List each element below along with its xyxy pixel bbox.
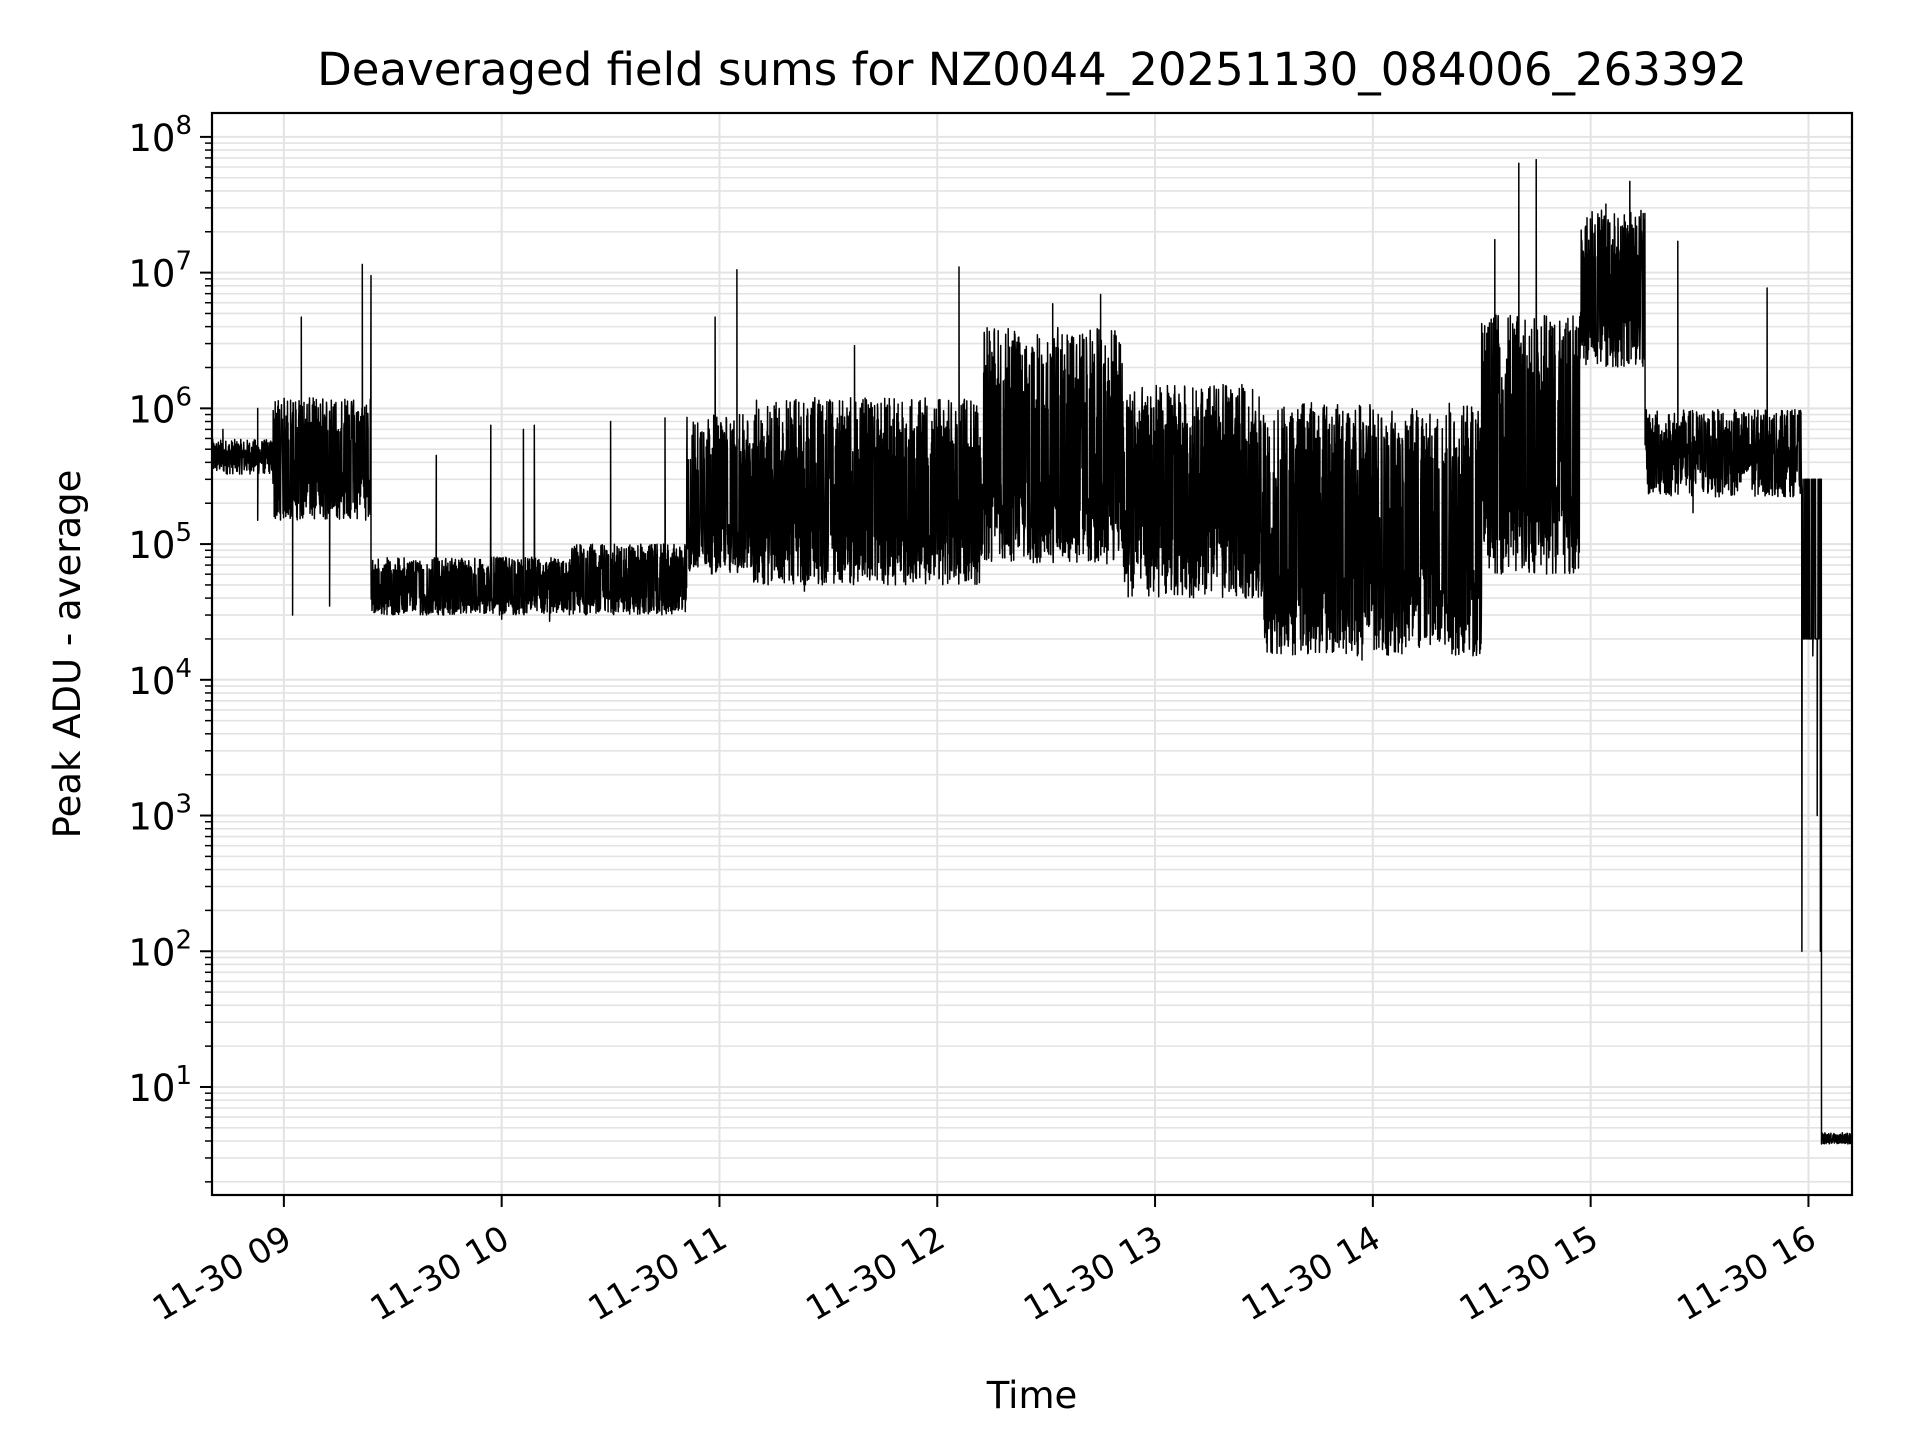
y-tick-label: 106 xyxy=(128,382,192,431)
y-tick-label: 108 xyxy=(128,111,192,160)
series-line-peak-adu xyxy=(211,158,1853,1145)
y-axis-label: Peak ADU - average xyxy=(46,470,89,839)
plot-frame xyxy=(210,111,1854,1197)
chart-title: Deaveraged field sums for NZ0044_2025113… xyxy=(317,43,1747,96)
x-axis-label: Time xyxy=(986,1374,1078,1417)
y-tick-label: 107 xyxy=(128,247,192,296)
y-tick-label: 102 xyxy=(128,925,192,974)
y-tick-label: 103 xyxy=(128,790,192,839)
y-tick-label: 105 xyxy=(128,518,192,567)
grid-lines xyxy=(212,113,1852,1195)
y-axis: 101 102 103 104 105 106 107 108 xyxy=(128,111,212,1183)
y-tick-label: 101 xyxy=(128,1061,192,1110)
y-tick-label: 104 xyxy=(128,654,192,703)
data-series xyxy=(211,158,1853,1145)
